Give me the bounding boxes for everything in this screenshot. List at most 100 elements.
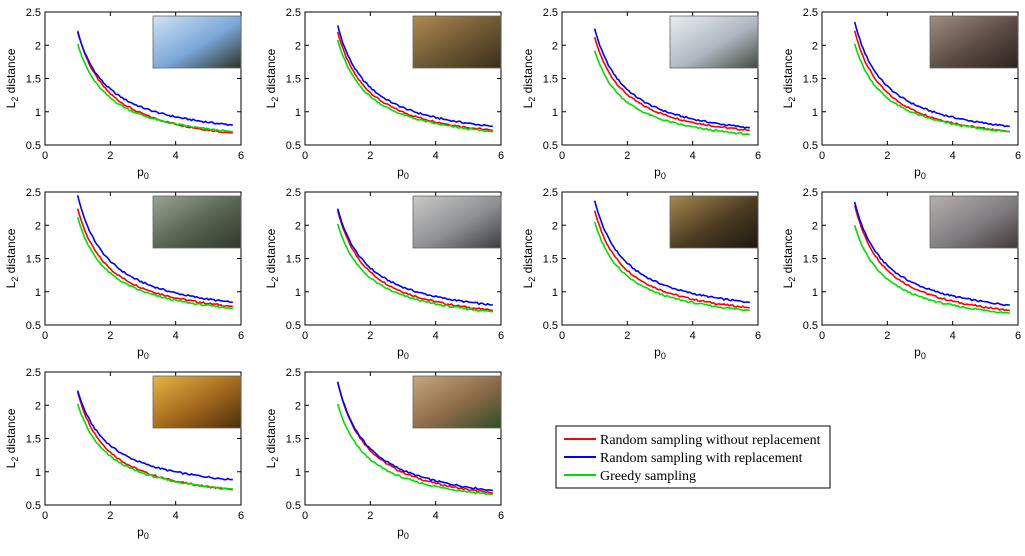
series-line-with-replacement <box>76 195 233 304</box>
x-axis-label: p0 <box>914 345 926 361</box>
y-axis-label: L2 distance <box>264 228 280 288</box>
x-tick-label: 2 <box>107 150 113 162</box>
y-tick-label: 2 <box>35 400 41 412</box>
series-line-with-replacement <box>593 200 750 304</box>
y-tick-label: 1 <box>295 107 301 119</box>
series-line-with-replacement <box>853 21 1010 128</box>
series-line-without-replacement <box>336 381 493 494</box>
series-line-without-replacement <box>853 205 1010 312</box>
chart-panel-6: 0 2 4 6 0.5 1 1.5 2 2.5 p0 L2 distance <box>264 187 504 361</box>
people-street-photo <box>929 15 1019 69</box>
chart-panel-10: 0 2 4 6 0.5 1 1.5 2 2.5 p0 L2 distance <box>264 367 504 541</box>
series-line-greedy <box>593 221 750 312</box>
x-tick-label: 6 <box>1015 330 1021 342</box>
x-tick-label: 6 <box>1015 150 1021 162</box>
y-tick-label: 2.5 <box>803 187 818 199</box>
y-tick-label: 1.5 <box>26 254 41 266</box>
chart-panel-9: 0 2 4 6 0.5 1 1.5 2 2.5 p0 L2 distance <box>4 367 244 541</box>
tractor-photo <box>412 375 502 429</box>
x-tick-label: 4 <box>950 150 956 162</box>
series-line-greedy <box>853 225 1010 314</box>
y-tick-label: 0.5 <box>543 140 558 152</box>
x-tick-label: 0 <box>302 150 308 162</box>
x-tick-label: 4 <box>950 330 956 342</box>
y-tick-label: 0.5 <box>543 320 558 332</box>
x-tick-label: 0 <box>559 330 565 342</box>
x-axis-label: p0 <box>654 165 666 181</box>
legend-box <box>555 425 831 489</box>
x-tick-label: 4 <box>173 150 179 162</box>
series-line-with-replacement <box>336 208 493 306</box>
y-tick-label: 2.5 <box>26 7 41 19</box>
x-tick-label: 4 <box>173 330 179 342</box>
y-tick-label: 1 <box>35 107 41 119</box>
x-tick-label: 2 <box>107 510 113 522</box>
shop-shelves-photo <box>669 195 759 249</box>
x-tick-label: 0 <box>302 510 308 522</box>
series-line-without-replacement <box>593 210 750 309</box>
series-line-with-replacement <box>593 28 750 129</box>
x-tick-label: 0 <box>42 330 48 342</box>
chart-panel-7: 0 2 4 6 0.5 1 1.5 2 2.5 p0 L2 distance <box>521 187 761 361</box>
x-axis-label: p0 <box>397 345 409 361</box>
series-line-without-replacement <box>336 210 493 312</box>
legend: Random sampling without replacement Rando… <box>555 425 831 489</box>
x-tick-label: 2 <box>367 150 373 162</box>
y-axis-label: L2 distance <box>521 48 537 108</box>
y-tick-label: 2 <box>295 400 301 412</box>
y-tick-label: 2.5 <box>803 7 818 19</box>
series-line-with-replacement <box>336 381 493 492</box>
x-tick-label: 2 <box>624 330 630 342</box>
y-tick-label: 2.5 <box>26 367 41 379</box>
y-tick-label: 2 <box>295 40 301 52</box>
y-tick-label: 1.5 <box>803 74 818 86</box>
y-tick-label: 1 <box>35 467 41 479</box>
y-tick-label: 1.5 <box>26 434 41 446</box>
y-axis-label: L2 distance <box>521 228 537 288</box>
x-tick-label: 2 <box>367 510 373 522</box>
y-tick-label: 2 <box>552 220 558 232</box>
sunflower-photo <box>152 375 242 429</box>
y-tick-label: 1.5 <box>26 74 41 86</box>
x-tick-label: 6 <box>755 150 761 162</box>
series-line-greedy <box>336 223 493 313</box>
x-tick-label: 2 <box>367 330 373 342</box>
series-line-with-replacement <box>76 31 233 126</box>
x-tick-label: 4 <box>173 510 179 522</box>
chart-panel-3: 0 2 4 6 0.5 1 1.5 2 2.5 p0 L2 distance <box>521 7 761 181</box>
snowy-field-photo <box>669 15 759 69</box>
x-tick-label: 4 <box>690 150 696 162</box>
series-line-with-replacement <box>336 25 493 128</box>
x-axis-label: p0 <box>914 165 926 181</box>
y-tick-label: 0.5 <box>803 140 818 152</box>
y-tick-label: 1.5 <box>543 254 558 266</box>
y-tick-label: 0.5 <box>286 500 301 512</box>
series-line-without-replacement <box>76 208 233 308</box>
series-line-greedy <box>336 403 493 496</box>
x-tick-label: 0 <box>42 150 48 162</box>
x-tick-label: 0 <box>819 150 825 162</box>
y-tick-label: 1 <box>295 467 301 479</box>
y-axis-label: L2 distance <box>4 228 20 288</box>
y-tick-label: 0.5 <box>286 320 301 332</box>
y-tick-label: 2.5 <box>286 7 301 19</box>
x-tick-label: 6 <box>498 150 504 162</box>
chart-panel-4: 0 2 4 6 0.5 1 1.5 2 2.5 p0 L2 distance <box>781 7 1021 181</box>
series-line-with-replacement <box>76 390 233 481</box>
x-tick-label: 4 <box>433 150 439 162</box>
legend-label: Greedy sampling <box>600 469 696 484</box>
x-tick-label: 6 <box>238 510 244 522</box>
railway-tracks-photo <box>929 195 1019 249</box>
x-axis-label: p0 <box>397 525 409 541</box>
y-tick-label: 1 <box>812 287 818 299</box>
series-line-greedy <box>76 403 233 491</box>
y-tick-label: 0.5 <box>26 140 41 152</box>
y-tick-label: 1.5 <box>286 434 301 446</box>
y-tick-label: 1.5 <box>803 254 818 266</box>
y-tick-label: 2 <box>295 220 301 232</box>
x-tick-label: 6 <box>238 150 244 162</box>
y-tick-label: 1 <box>552 107 558 119</box>
y-tick-label: 2 <box>35 40 41 52</box>
series-line-with-replacement <box>853 201 1010 307</box>
y-axis-label: L2 distance <box>781 48 797 108</box>
